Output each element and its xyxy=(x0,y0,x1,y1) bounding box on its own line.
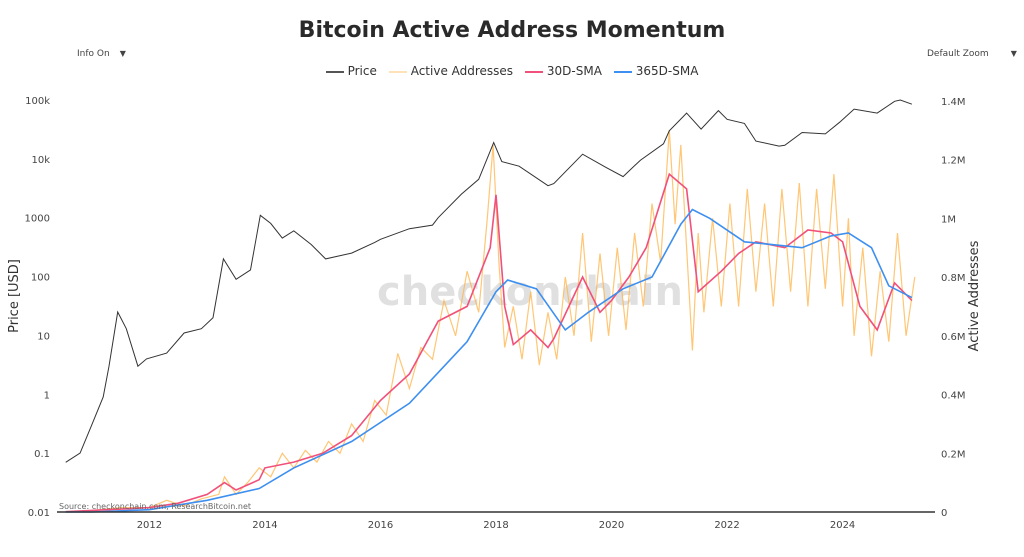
legend-item-30d-sma[interactable]: 30D-SMA xyxy=(524,64,602,78)
legend-swatch xyxy=(388,70,407,73)
legend-swatch xyxy=(524,70,543,73)
legend-item-365d-sma[interactable]: 365D-SMA xyxy=(613,64,699,78)
y-left-tick-label: 0.1 xyxy=(34,449,50,460)
legend-item-active-addresses[interactable]: Active Addresses xyxy=(388,64,514,78)
zoom-dropdown[interactable]: Default Zoom ▼ xyxy=(927,49,1017,59)
y-right-tick-label: 0.6M xyxy=(941,332,966,343)
y-left-tick-label: 0.01 xyxy=(28,508,50,519)
x-tick-label: 2016 xyxy=(368,520,393,531)
y-right-tick-label: 1.2M xyxy=(941,156,966,167)
info-dropdown[interactable]: Info On ▼ xyxy=(77,49,126,59)
y-right-label: Active Addresses xyxy=(967,240,982,351)
x-tick-label: 2022 xyxy=(714,520,739,531)
x-tick-label: 2018 xyxy=(483,520,508,531)
x-tick-label: 2014 xyxy=(252,520,277,531)
y-left-label: Price [USD] xyxy=(7,259,22,333)
y-right-tick-label: 1M xyxy=(941,214,956,225)
chevron-down-icon: ▼ xyxy=(1010,49,1017,58)
legend-swatch xyxy=(325,70,344,73)
chevron-down-icon: ▼ xyxy=(119,49,126,58)
x-tick-label: 2012 xyxy=(137,520,162,531)
legend: Price Active Addresses 30D-SMA 365D-SMA xyxy=(0,64,1024,78)
axes-layer: 2012 2014 2016 2018 2020 2022 2024 0.01 0.1 1 10 10… xyxy=(25,96,966,531)
x-tick-label: 2020 xyxy=(599,520,624,531)
y-left-tick-label: 10k xyxy=(31,155,50,166)
active-addresses-line xyxy=(65,130,916,513)
legend-label: Active Addresses xyxy=(410,64,514,78)
price-line xyxy=(65,99,913,463)
legend-label: 30D-SMA xyxy=(546,64,602,78)
legend-item-price[interactable]: Price xyxy=(325,64,377,78)
info-label: Info On xyxy=(77,49,110,59)
y-left-tick-label: 1000 xyxy=(25,214,50,225)
x-tick-label: 2024 xyxy=(830,520,855,531)
y-right-tick-label: 0.8M xyxy=(941,273,966,284)
y-right-tick-label: 1.4M xyxy=(941,97,966,108)
y-left-tick-label: 1 xyxy=(44,390,50,401)
series-layer xyxy=(65,99,916,513)
y-left-tick-label: 100 xyxy=(31,273,50,284)
y-right-tick-label: 0.2M xyxy=(941,449,966,460)
zoom-label: Default Zoom xyxy=(927,49,989,59)
source-note: Source: checkonchain.com, ResearchBitcoi… xyxy=(59,502,251,511)
legend-label: Price xyxy=(347,64,377,78)
y-left-tick-label: 100k xyxy=(25,96,50,107)
chart-title: Bitcoin Active Address Momentum xyxy=(298,18,726,43)
y-right-tick-label: 0 xyxy=(941,508,947,519)
y-right-tick-label: 0.4M xyxy=(941,391,966,402)
legend-swatch xyxy=(613,70,632,73)
sma30-line xyxy=(65,172,913,513)
sma365-line xyxy=(65,208,913,513)
watermark: checkonchain xyxy=(377,269,683,315)
legend-label: 365D-SMA xyxy=(635,64,699,78)
y-left-tick-label: 10 xyxy=(37,331,50,342)
